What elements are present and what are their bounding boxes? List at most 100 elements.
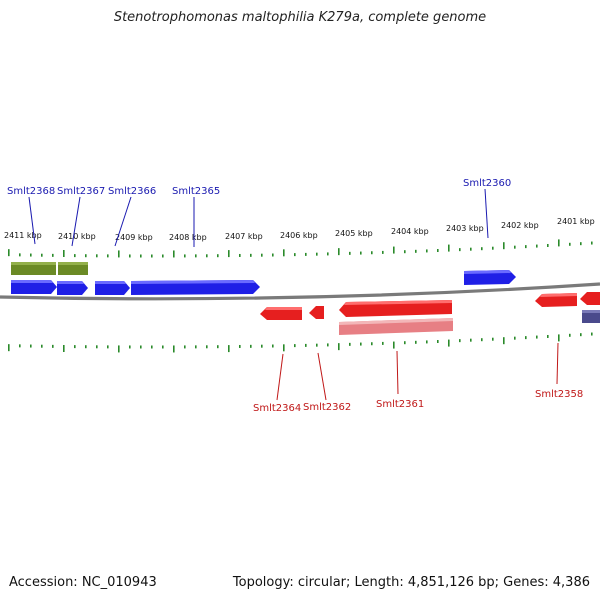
scale-label: 2403 kbp — [446, 224, 484, 233]
scale-label: 2401 kbp — [557, 217, 595, 226]
scale-tick-minor — [272, 344, 274, 348]
scale-tick-minor — [514, 245, 516, 249]
scale-tick-minor — [129, 345, 131, 349]
genome-summary: Topology: circular; Length: 4,851,126 bp… — [232, 575, 590, 590]
gene-arrow-reverse[interactable] — [535, 293, 577, 307]
scale-tick-minor — [404, 341, 406, 345]
gene-label-reverse[interactable]: Smlt2364 — [253, 353, 301, 414]
gene-band-reverse-light[interactable] — [339, 318, 453, 335]
scale-tick-minor — [327, 252, 329, 256]
scale-tick-minor — [96, 254, 98, 258]
scale-tick-minor — [74, 254, 76, 258]
scale-tick-minor — [569, 333, 571, 337]
gene-label-forward[interactable]: Smlt2367 — [57, 186, 105, 247]
scale-tick-major — [283, 249, 285, 257]
scale-label: 2402 kbp — [501, 221, 539, 230]
scale-tick-major — [173, 345, 175, 353]
scale-tick-minor — [536, 244, 538, 248]
scale-tick-minor — [140, 254, 142, 258]
scale-tick-minor — [481, 247, 483, 251]
gene-arrow-reverse[interactable] — [309, 306, 324, 319]
scale-tick-minor — [129, 254, 131, 258]
genome-title: Stenotrophomonas maltophilia K279a, comp… — [113, 10, 487, 25]
scale-tick-minor — [316, 343, 318, 347]
genome-backbone — [0, 282, 600, 301]
scale-label: 2411 kbp — [4, 231, 42, 240]
scale-tick-major — [558, 334, 560, 342]
gene-arrow-reverse[interactable] — [260, 307, 302, 320]
scale-tick-minor — [239, 344, 241, 348]
scale-tick-minor — [547, 334, 549, 338]
scale-tick-major — [558, 239, 560, 247]
gene-label-forward[interactable]: Smlt2360 — [463, 178, 511, 239]
svg-text:Smlt2366: Smlt2366 — [108, 186, 156, 197]
gene-arrow-forward[interactable] — [11, 280, 57, 294]
scale-tick-minor — [404, 250, 406, 254]
gene-arrow-forward[interactable] — [57, 281, 88, 295]
scale-tick-minor — [294, 344, 296, 348]
scale-tick-minor — [250, 344, 252, 348]
scale-tick-minor — [305, 252, 307, 256]
scale-tick-minor — [415, 340, 417, 344]
scale-tick-minor — [426, 249, 428, 253]
scale-tick-minor — [184, 254, 186, 258]
feature-olive-1[interactable] — [11, 262, 56, 275]
gene-arrow-reverse[interactable] — [339, 300, 452, 317]
scale-tick-minor — [206, 345, 208, 349]
scale-tick-minor — [470, 247, 472, 251]
gene-arrow-forward[interactable] — [131, 280, 260, 295]
scale-tick-minor — [591, 241, 593, 245]
scale-tick-minor — [74, 345, 76, 349]
feature-olive-2[interactable] — [58, 262, 88, 275]
scale-tick-minor — [19, 253, 21, 257]
scale-tick-minor — [360, 342, 362, 346]
scale-tick-minor — [382, 341, 384, 345]
gene-label-forward[interactable]: Smlt2368 — [7, 186, 55, 245]
scale-label: 2407 kbp — [225, 232, 263, 241]
scale-label: 2410 kbp — [58, 232, 96, 241]
scale-tick-minor — [327, 343, 329, 347]
gene-label-forward[interactable]: Smlt2365 — [172, 186, 220, 247]
scale-tick-minor — [85, 254, 87, 258]
scale-tick-minor — [371, 342, 373, 346]
scale-ticks-bottom — [8, 332, 593, 353]
scale-tick-minor — [184, 345, 186, 349]
scale-tick-minor — [470, 338, 472, 342]
scale-tick-minor — [525, 245, 527, 249]
scale-label: 2404 kbp — [391, 227, 429, 236]
scale-tick-major — [448, 244, 450, 252]
scale-tick-minor — [195, 254, 197, 258]
gene-arrow-reverse[interactable] — [580, 292, 600, 305]
scale-label: 2406 kbp — [280, 231, 318, 240]
svg-text:Smlt2364: Smlt2364 — [253, 403, 301, 414]
scale-tick-minor — [569, 242, 571, 246]
scale-tick-minor — [52, 344, 54, 348]
gene-label-reverse[interactable]: Smlt2362 — [303, 352, 351, 413]
gene-arrow-forward[interactable] — [464, 270, 516, 285]
gene-label-forward[interactable]: Smlt2366 — [108, 186, 156, 247]
scale-tick-minor — [481, 338, 483, 342]
svg-text:Smlt2367: Smlt2367 — [57, 186, 105, 197]
gene-label-reverse[interactable]: Smlt2358 — [535, 342, 583, 400]
scale-tick-major — [228, 250, 230, 258]
accession-label: Accession: NC_010943 — [9, 575, 157, 590]
scale-tick-minor — [415, 249, 417, 253]
scale-tick-minor — [250, 253, 252, 257]
svg-text:Smlt2365: Smlt2365 — [172, 186, 220, 197]
scale-tick-minor — [162, 254, 164, 258]
scale-tick-minor — [30, 253, 32, 257]
gene-arrow-forward[interactable] — [95, 281, 130, 295]
scale-tick-minor — [349, 251, 351, 255]
svg-text:Smlt2368: Smlt2368 — [7, 186, 55, 197]
svg-text:Smlt2360: Smlt2360 — [463, 178, 511, 189]
scale-tick-minor — [107, 345, 109, 349]
scale-tick-minor — [492, 246, 494, 250]
svg-text:Smlt2362: Smlt2362 — [303, 402, 351, 413]
feature-purple[interactable] — [582, 310, 600, 323]
scale-tick-minor — [217, 345, 219, 349]
scale-tick-minor — [459, 248, 461, 252]
scale-tick-minor — [580, 333, 582, 337]
scale-tick-minor — [459, 339, 461, 343]
gene-label-reverse[interactable]: Smlt2361 — [376, 350, 424, 410]
